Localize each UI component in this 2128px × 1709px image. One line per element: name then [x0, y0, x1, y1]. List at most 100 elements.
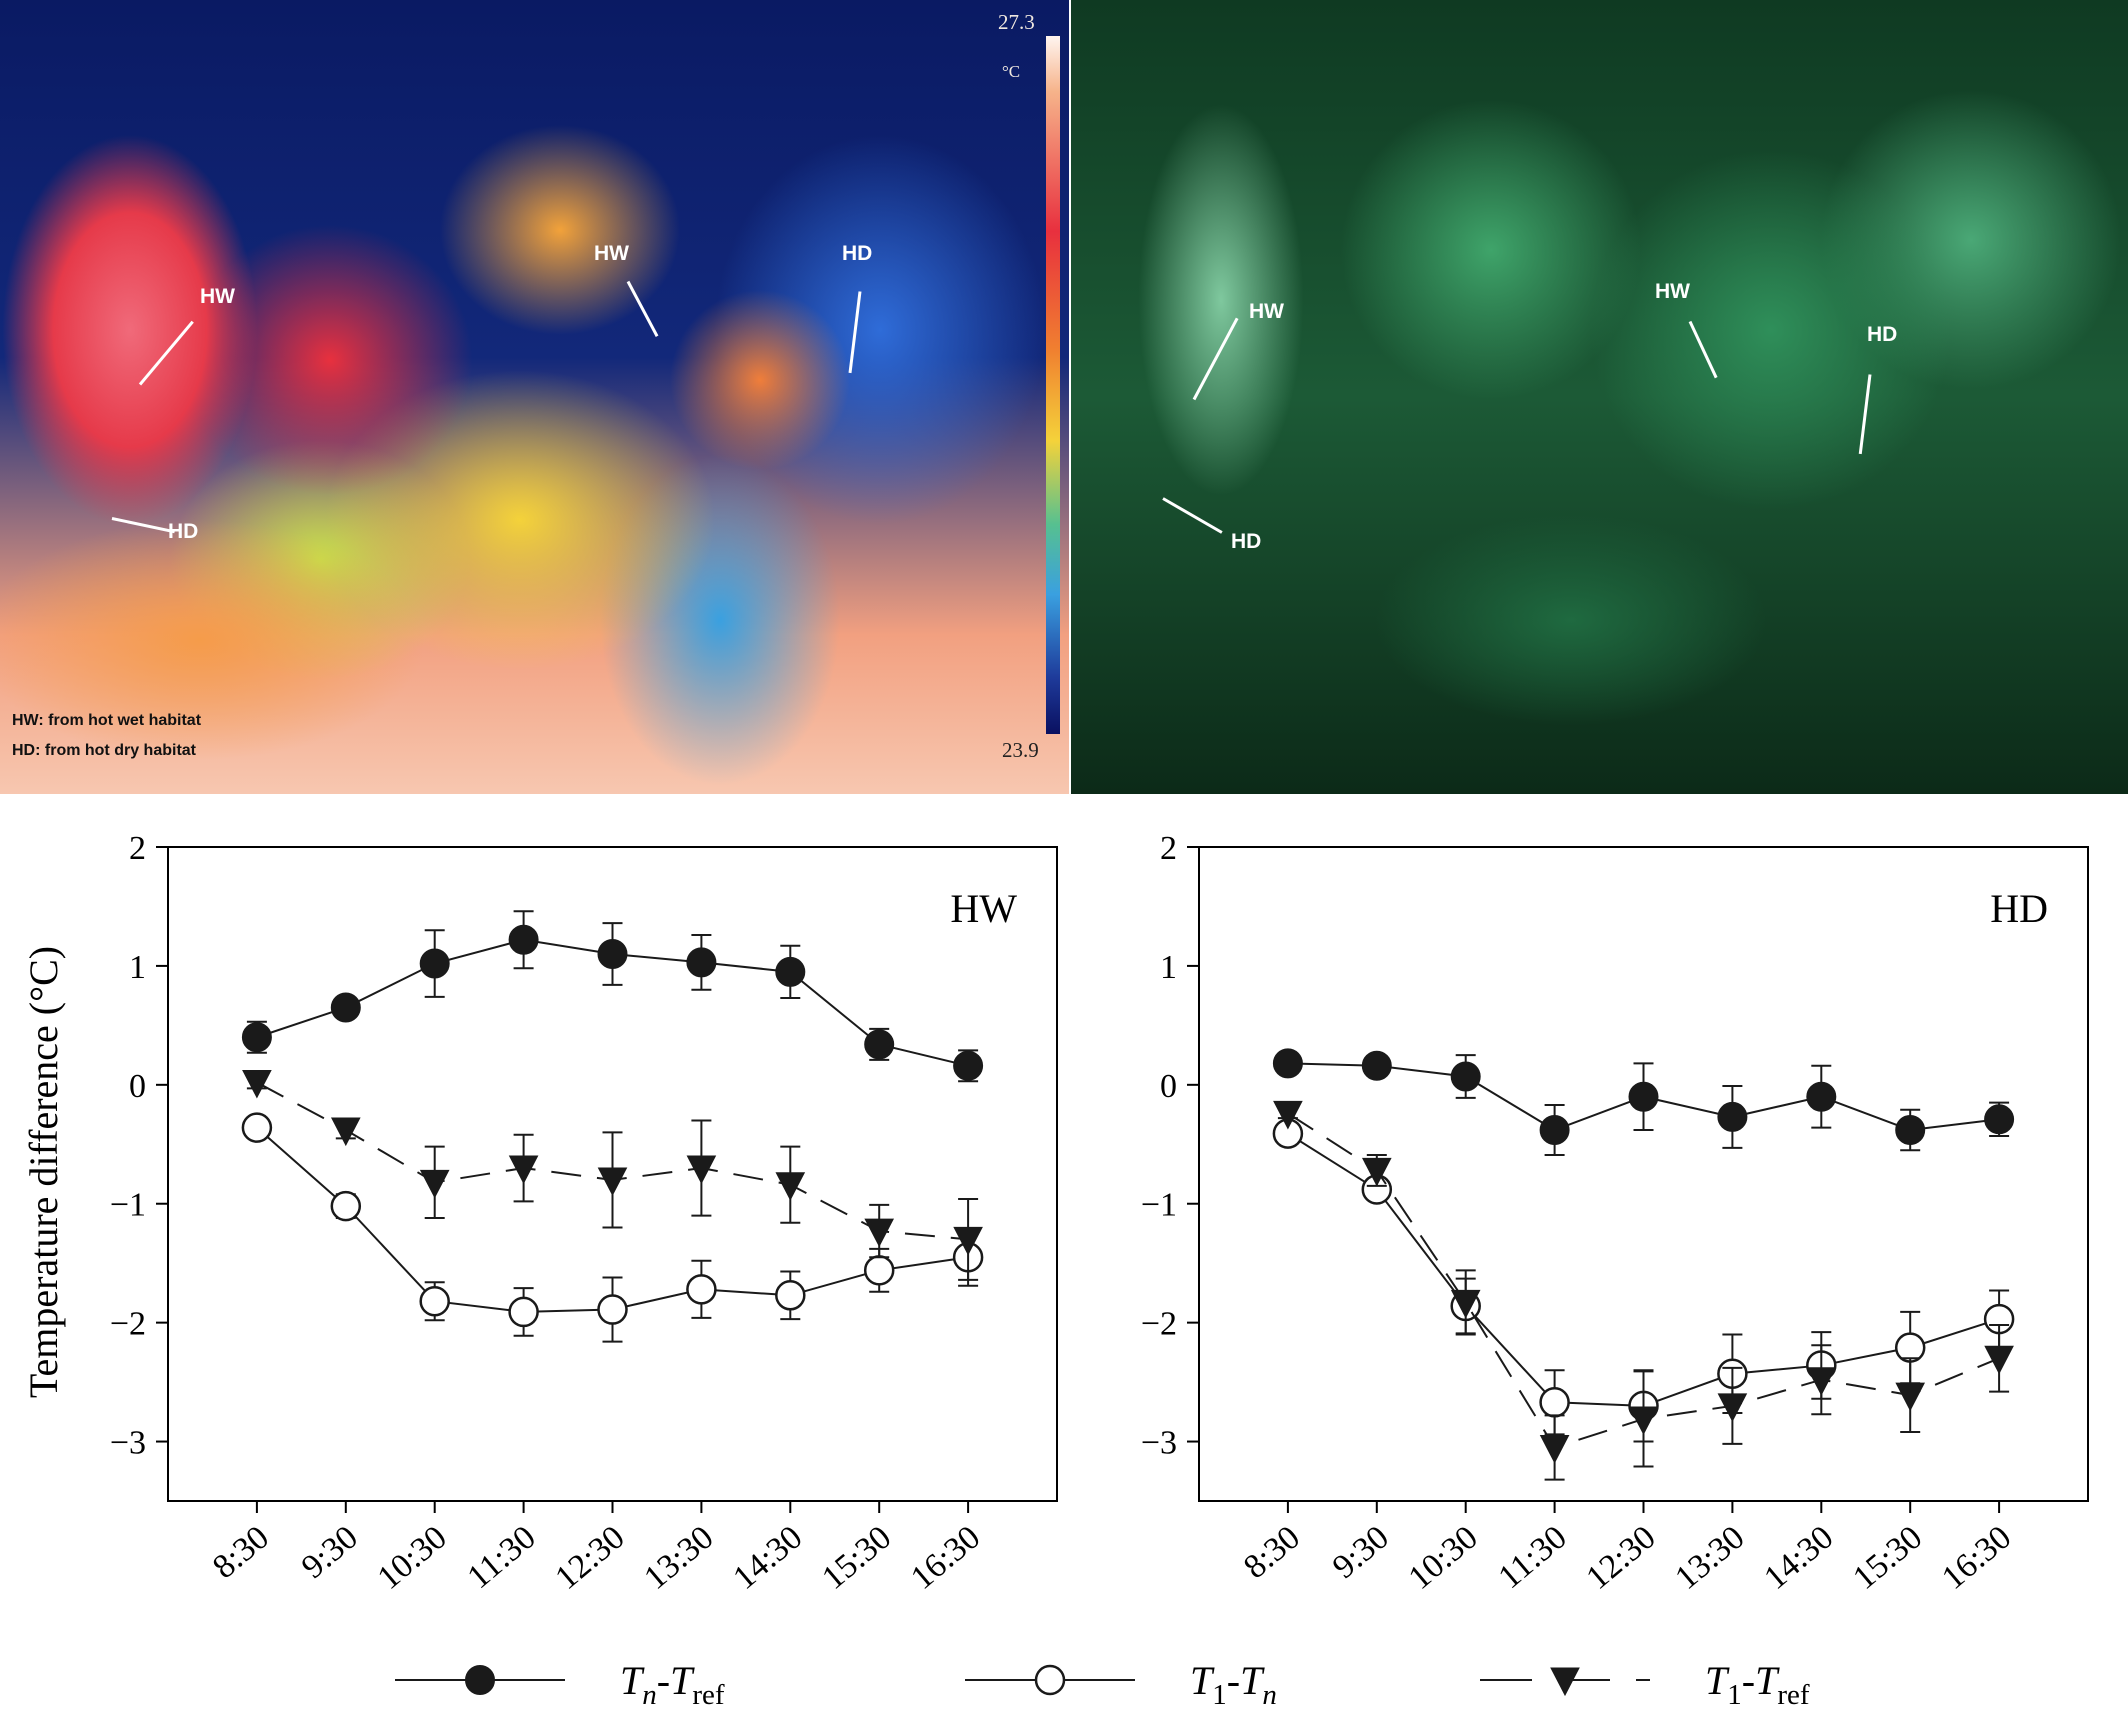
data-point: [1717, 1393, 1748, 1422]
series-t1-tn: [241, 1112, 984, 1343]
y-tick-label: 1: [1160, 949, 1177, 986]
data-point: [241, 1112, 273, 1143]
data-point: [1539, 1434, 1570, 1464]
data-point: [1272, 1048, 1303, 1079]
y-tick-label: −3: [110, 1425, 146, 1462]
pointer-line: [1858, 374, 1872, 455]
data-point: [775, 1280, 806, 1311]
y-tick-label: −1: [1141, 1187, 1177, 1224]
chart-panel-hd: 2 1 0 −1 −2 −3 8:30 9:30 10:30 11:30 12:30 13:30 14:…: [1141, 830, 2089, 1597]
x-tick-label: 15:30: [815, 1519, 898, 1597]
data-point: [1361, 1050, 1392, 1081]
y-tick-label: 2: [1160, 830, 1177, 867]
data-point: [508, 1155, 539, 1185]
x-tick-label: 13:30: [637, 1519, 720, 1597]
legend-marker: [465, 1665, 495, 1695]
pointer-line: [848, 291, 862, 374]
data-point: [419, 1285, 450, 1317]
data-point: [597, 939, 628, 970]
x-tick-label: 14:30: [726, 1519, 809, 1597]
y-tick-label: −3: [1141, 1425, 1177, 1462]
thermal-label-hw-1: HW: [200, 285, 235, 308]
data-point: [686, 947, 717, 978]
panel-label: HD: [1990, 886, 2048, 931]
data-point: [1806, 1367, 1837, 1396]
y-tick-label: 0: [1160, 1068, 1177, 1105]
x-tick-label: 8:30: [206, 1519, 276, 1586]
thermal-image: HW HD HW HD HW: from hot wet habitat HD:…: [0, 0, 1069, 794]
data-point: [864, 1029, 895, 1060]
series-t1-tref: [1273, 1100, 2014, 1481]
series-tn-tref: [241, 910, 984, 1083]
y-axis-label: Temperature difference (°C): [21, 946, 66, 1398]
legend-marker: [1034, 1664, 1066, 1696]
data-point: [1539, 1115, 1570, 1146]
caption-hd: HD: from hot dry habitat: [12, 742, 196, 759]
x-tick-label: 15:30: [1846, 1519, 1929, 1597]
thermal-label-hw-2: HW: [594, 242, 629, 265]
data-point: [953, 1050, 984, 1081]
pointer-line: [138, 320, 194, 386]
data-point: [1628, 1081, 1659, 1112]
x-tick-label: 11:30: [1492, 1519, 1574, 1596]
data-point: [1984, 1345, 2014, 1375]
data-point: [508, 924, 539, 955]
data-point: [597, 1294, 628, 1325]
data-point: [863, 1255, 895, 1286]
legend-entry: Tn-Tref: [395, 1658, 725, 1709]
x-tick-label: 10:30: [1402, 1519, 1485, 1597]
legend-label: Tn-Tref: [620, 1658, 725, 1709]
y-tick-label: 2: [129, 830, 146, 867]
x-tick-label: 16:30: [904, 1519, 987, 1597]
data-point: [775, 956, 806, 987]
legend: Tn-Tref T1-Tn T1-Tref: [395, 1658, 1810, 1709]
data-point: [864, 1218, 895, 1248]
pointer-line: [1192, 317, 1239, 401]
legend-entry: T1-Tref: [1480, 1658, 1810, 1709]
photo-label-hw-2: HW: [1655, 280, 1690, 303]
data-point: [1628, 1406, 1659, 1436]
data-point: [1273, 1100, 1303, 1130]
x-tick-label: 9:30: [295, 1519, 365, 1586]
x-tick-label: 9:30: [1326, 1519, 1396, 1586]
y-tick-label: −1: [110, 1187, 146, 1224]
caption-hw: HW: from hot wet habitat: [12, 712, 202, 729]
photo-label-hd-2: HD: [1867, 323, 1898, 346]
x-tick-label: 16:30: [1935, 1519, 2018, 1597]
series-t1-tref: [242, 1069, 983, 1281]
data-point: [1450, 1061, 1481, 1092]
data-point: [775, 1172, 806, 1201]
data-point: [242, 1069, 272, 1099]
panel-label: HW: [950, 886, 1017, 931]
data-point: [419, 948, 450, 979]
y-tick-label: 1: [129, 949, 146, 986]
charts-area: 210−1−2−38:30 9:30 10:30 11:30 12:30 13:30 14:…: [21, 830, 2089, 1709]
series-tn-tref: [1272, 1048, 2015, 1156]
data-point: [330, 992, 361, 1023]
scale-min: 23.9: [1002, 738, 1039, 762]
photo-label-hw-1: HW: [1249, 300, 1284, 323]
thermal-label-hd-1: HD: [168, 520, 199, 543]
data-point: [508, 1296, 539, 1328]
x-tick-label: 11:30: [461, 1519, 543, 1596]
scale-unit: °C: [1002, 62, 1021, 81]
data-point: [1361, 1157, 1392, 1187]
data-point: [1806, 1081, 1837, 1112]
plant-photo: HW HD HW HD: [1071, 0, 2128, 794]
x-tick-label: 14:30: [1757, 1519, 1840, 1597]
data-point: [1717, 1101, 1748, 1132]
pointer-line: [1162, 497, 1223, 534]
y-tick-label: −2: [1141, 1306, 1177, 1343]
data-point: [330, 1190, 362, 1222]
data-point: [953, 1226, 983, 1256]
y-tick-label: 0: [129, 1068, 146, 1105]
data-point: [1539, 1387, 1570, 1418]
data-point: [1450, 1289, 1481, 1319]
data-point: [241, 1022, 272, 1053]
x-tick-label: 12:30: [1580, 1519, 1663, 1597]
legend-label: T1-Tref: [1705, 1658, 1810, 1709]
temperature-scale-bar: [1046, 36, 1060, 734]
data-point: [1895, 1382, 1926, 1412]
legend-marker: [1550, 1667, 1580, 1697]
x-tick-label: 8:30: [1237, 1519, 1307, 1586]
